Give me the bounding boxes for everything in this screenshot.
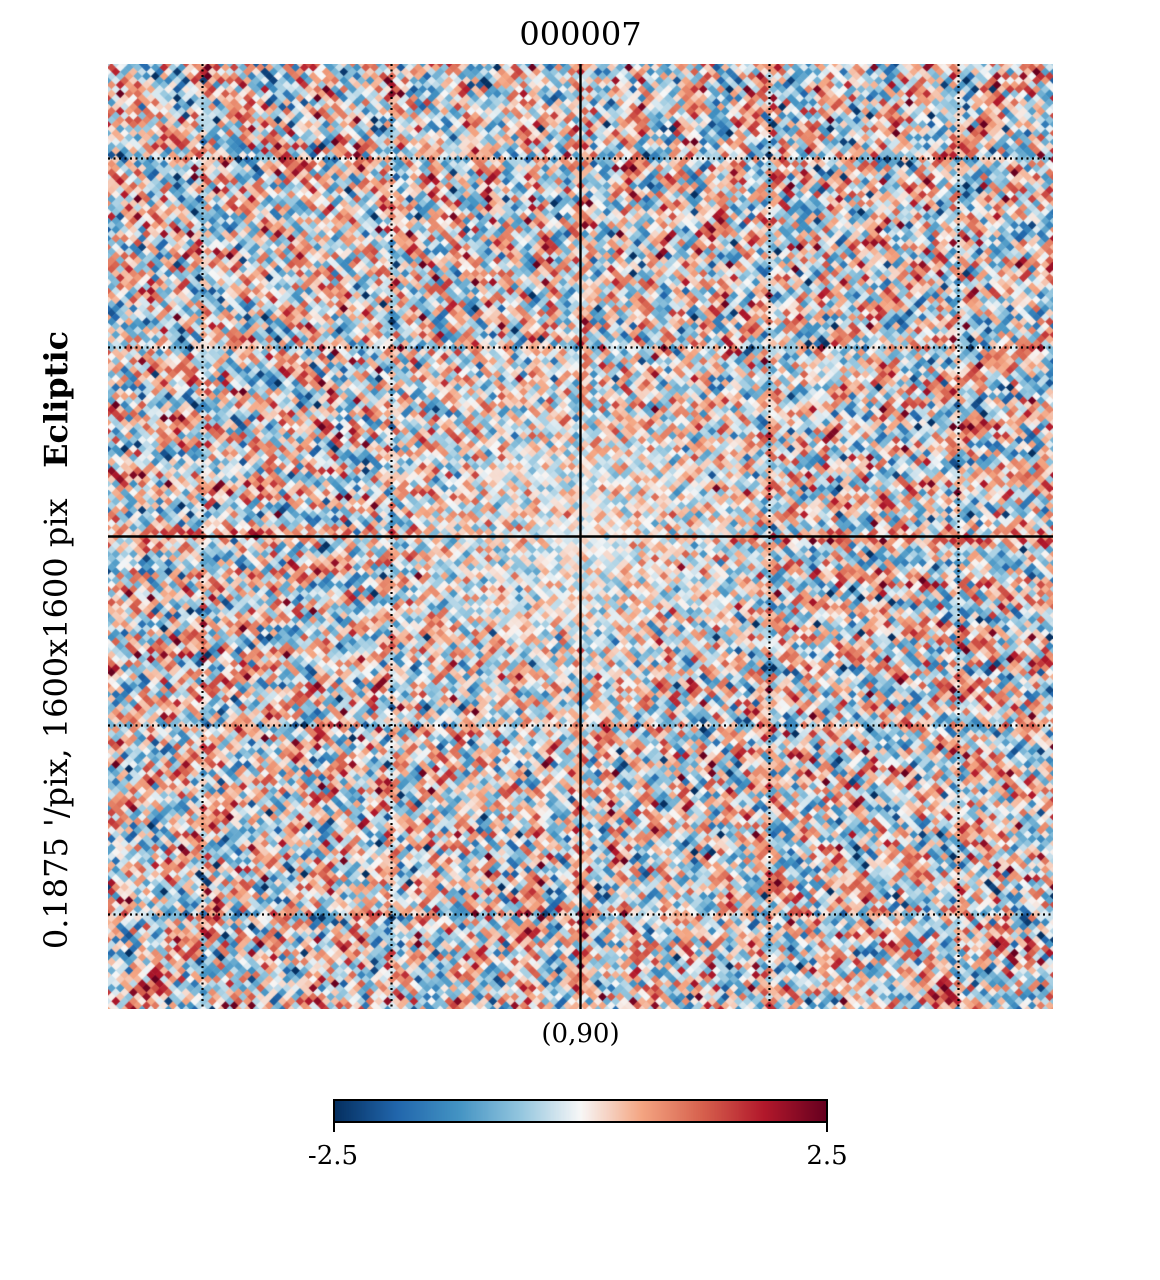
map-plot-area [108,64,1053,1009]
colorbar-tick-max [826,1122,828,1132]
map-center-label: (0,90) [541,1019,620,1049]
colorbar-gradient [333,1099,828,1123]
colorbar-tick-min [333,1122,335,1132]
y-axis-label-frame: Ecliptic [37,330,75,468]
graticule-overlay [108,64,1053,1009]
y-axis-label-regular: 0.1875 '/pix, 1600x1600 pix [37,498,75,950]
colorbar [333,1099,828,1123]
y-axis-label: 0.1875 '/pix, 1600x1600 pix Ecliptic [36,331,76,949]
colorbar-max-label: 2.5 [806,1141,848,1171]
colorbar-min-label: -2.5 [307,1141,359,1171]
chart-title: 000007 [519,15,642,53]
